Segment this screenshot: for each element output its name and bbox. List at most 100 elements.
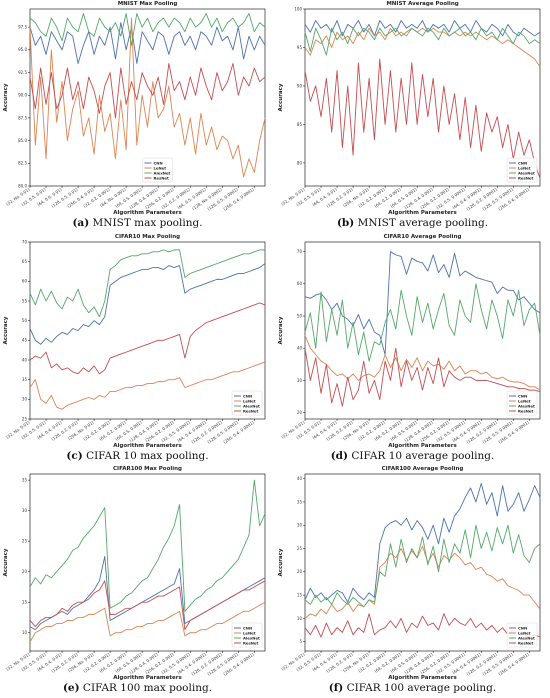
series-line-cnn — [304, 482, 541, 603]
legend-box — [506, 622, 538, 648]
x-axis-label: Algorithm Parameters — [388, 443, 457, 449]
chart-title: MNIST Average Pooling — [386, 1, 458, 7]
legend-entry: AlexNet — [243, 635, 260, 640]
legend-entry: ResNet — [154, 175, 170, 180]
series-line-alexnet — [304, 524, 541, 608]
legend-entry: LeNet — [518, 165, 531, 170]
x-tick-label: (256, 0.4, 0.0001) — [222, 186, 255, 211]
caption-letter: (a) — [72, 217, 90, 229]
caption-text: CIFAR 10 average pooling. — [351, 450, 495, 462]
series-line-resnet — [29, 580, 266, 631]
series-line-lenet — [29, 361, 266, 410]
x-tick-label: (256, 0.4, 0.0001) — [222, 419, 255, 444]
y-tick-label: 82.5 — [18, 161, 27, 166]
legend-entry: LeNet — [243, 398, 256, 403]
y-tick-label: 90 — [297, 83, 303, 88]
caption-d: (d) CIFAR 10 average pooling. — [275, 450, 550, 462]
chart-title: CIFAR100 Max Pooling — [113, 466, 182, 472]
series-line-resnet — [304, 613, 541, 638]
y-axis-label: Accuracy — [3, 316, 9, 344]
chart-cifar10-max-pooling: CIFAR10 Max Pooling 25 30 35 40 45 50 55 60 65 70 (… — [3, 234, 266, 449]
x-tick-label: (256, 0.4, 0.0001) — [497, 186, 530, 211]
series-line-lenet — [304, 27, 541, 67]
legend-entry: AlexNet — [154, 170, 171, 175]
y-tick-label: 30 — [22, 508, 28, 513]
legend-entry: CNN — [518, 393, 527, 398]
y-tick-label: 50 — [22, 318, 28, 323]
legend-entry: AlexNet — [243, 403, 260, 408]
plot-frame — [29, 473, 266, 652]
y-tick-label: 90.0 — [18, 93, 27, 98]
y-tick-label: 35 — [22, 478, 28, 483]
y-tick-label: 40 — [22, 357, 28, 362]
chart-panel-cifar100-avg: CIFAR100 Average Pooling 5 10 15 20 25 30 35 40 (… — [275, 465, 550, 697]
series-line-alexnet — [304, 283, 541, 362]
y-tick-label: 95 — [297, 45, 303, 50]
y-tick-label: 20 — [297, 569, 303, 574]
caption-text: CIFAR 10 max pooling. — [86, 450, 209, 462]
y-tick-label: 70 — [297, 249, 303, 254]
x-axis-label: Algorithm Parameters — [113, 675, 182, 681]
chart-title: CIFAR100 Average Pooling — [382, 466, 464, 472]
y-tick-label: 40 — [297, 346, 303, 351]
plot-frame — [304, 8, 541, 187]
y-tick-label: 35 — [22, 377, 28, 382]
legend-entry: ResNet — [243, 640, 259, 645]
legend-entry: CNN — [243, 625, 252, 630]
caption-f: (f) CIFAR 100 average pooling. — [275, 682, 550, 694]
caption-c: (c) CIFAR 10 max pooling. — [0, 450, 275, 462]
legend-box — [506, 157, 538, 183]
plot-frame — [304, 241, 541, 420]
series-line-lenet — [29, 601, 266, 643]
y-tick-label: 92.5 — [18, 70, 27, 75]
y-tick-label: 20 — [22, 569, 28, 574]
plot-frame — [304, 473, 541, 652]
y-axis-label: Accuracy — [278, 548, 284, 576]
y-axis-label: Accuracy — [278, 83, 284, 111]
caption-letter: (e) — [62, 682, 80, 694]
legend-entry: LeNet — [154, 165, 167, 170]
y-tick-label: 35 — [297, 499, 303, 504]
x-axis-label: Algorithm Parameters — [113, 443, 182, 449]
series-line-cnn — [29, 22, 266, 64]
y-axis-label: Accuracy — [3, 83, 9, 111]
y-tick-label: 80.0 — [18, 183, 27, 188]
y-tick-label: 85.0 — [18, 138, 27, 143]
series-line-resnet — [29, 63, 266, 119]
y-tick-label: 40 — [297, 476, 303, 481]
caption-text: CIFAR 100 max pooling. — [82, 682, 213, 694]
legend-box — [506, 390, 538, 416]
series-line-lenet — [29, 17, 266, 178]
chart-panel-cifar100-max: CIFAR100 Max Pooling 10 15 20 25 30 35 (32, No,… — [0, 465, 275, 697]
y-axis-label: Accuracy — [278, 316, 284, 344]
plot-frame — [29, 8, 266, 187]
chart-panel-mnist-avg: MNIST Average Pooling 80 85 90 95 100 (32, No,… — [275, 0, 550, 232]
legend-entry: LeNet — [518, 398, 531, 403]
series-line-cnn — [29, 555, 266, 631]
legend-entry: CNN — [243, 393, 252, 398]
chart-title: CIFAR10 Average Pooling — [384, 234, 462, 240]
legend-entry: LeNet — [518, 630, 531, 635]
series-line-alexnet — [29, 249, 265, 318]
y-tick-label: 20 — [297, 410, 303, 415]
x-tick-label: (256, 0.4, 0.0001) — [497, 419, 530, 444]
y-tick-label: 15 — [22, 600, 28, 605]
legend-entry: CNN — [518, 625, 527, 630]
series-line-lenet — [304, 545, 541, 619]
y-tick-label: 60 — [297, 281, 303, 286]
y-tick-label: 65 — [22, 259, 28, 264]
caption-letter: (c) — [66, 450, 83, 462]
legend-entry: AlexNet — [518, 170, 535, 175]
chart-panel-cifar10-max: CIFAR10 Max Pooling 25 30 35 40 45 50 55 60 65 70 (… — [0, 233, 275, 465]
series-line-cnn — [29, 263, 266, 345]
chart-mnist-max-pooling: MNIST Max Pooling 80.0 82.5 85.0 87.5 90.0 92.… — [3, 1, 266, 216]
caption-b: (b) MNIST average pooling. — [275, 217, 550, 229]
y-tick-label: 30 — [22, 397, 28, 402]
y-tick-label: 10 — [22, 630, 28, 635]
chart-cifar100-average-pooling: CIFAR100 Average Pooling 5 10 15 20 25 30 35 40 (… — [278, 466, 541, 681]
legend-entry: LeNet — [243, 630, 256, 635]
series-line-resnet — [29, 302, 266, 375]
y-tick-label: 100 — [294, 6, 302, 11]
